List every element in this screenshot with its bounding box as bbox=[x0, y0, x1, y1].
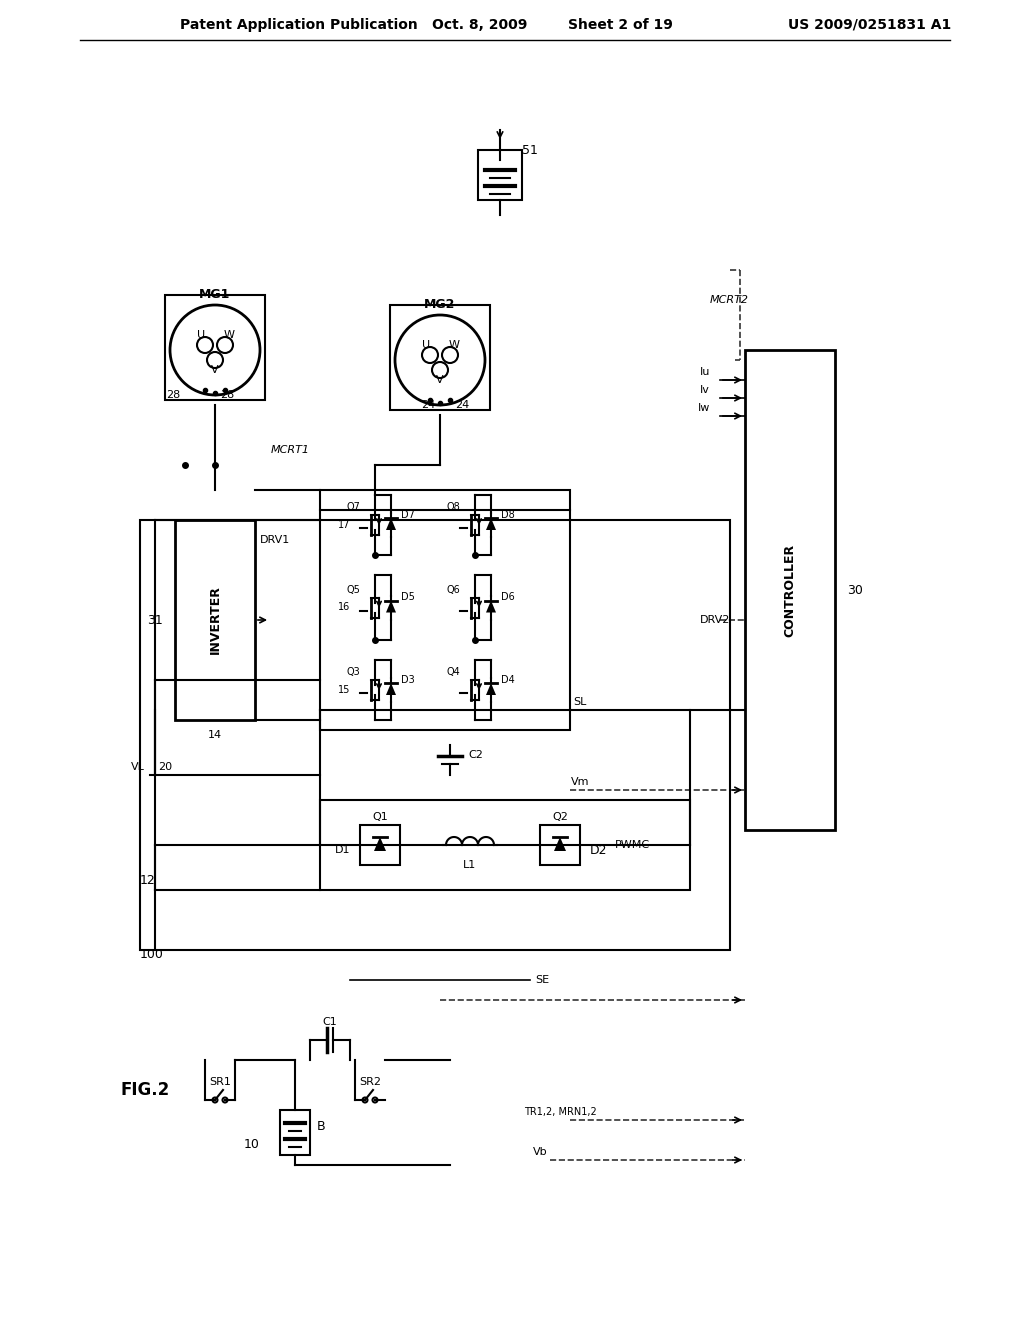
Text: DRV2: DRV2 bbox=[699, 615, 730, 624]
Text: D6: D6 bbox=[501, 593, 515, 602]
Text: SL: SL bbox=[573, 697, 587, 708]
Text: W: W bbox=[223, 330, 234, 341]
Text: V: V bbox=[211, 366, 219, 375]
Text: SR2: SR2 bbox=[359, 1077, 381, 1086]
Text: 10: 10 bbox=[244, 1138, 260, 1151]
Text: 31: 31 bbox=[147, 614, 163, 627]
Text: Q6: Q6 bbox=[446, 585, 460, 594]
Text: MG1: MG1 bbox=[200, 289, 230, 301]
Bar bbox=[540, 825, 580, 865]
Text: U: U bbox=[197, 330, 205, 341]
Text: Vb: Vb bbox=[532, 1147, 547, 1158]
Text: INVERTER: INVERTER bbox=[209, 586, 221, 655]
Text: 30: 30 bbox=[847, 583, 863, 597]
Text: 17: 17 bbox=[338, 520, 350, 531]
Text: Q7: Q7 bbox=[346, 502, 360, 512]
Text: US 2009/0251831 A1: US 2009/0251831 A1 bbox=[788, 18, 951, 32]
Text: Iv: Iv bbox=[700, 385, 710, 395]
Polygon shape bbox=[374, 837, 386, 851]
Polygon shape bbox=[386, 517, 396, 531]
Text: DRV1: DRV1 bbox=[260, 535, 290, 545]
Text: Oct. 8, 2009: Oct. 8, 2009 bbox=[432, 18, 527, 32]
Text: 16: 16 bbox=[338, 602, 350, 612]
Bar bbox=[319, 800, 690, 890]
Text: 12: 12 bbox=[139, 874, 155, 887]
Bar bbox=[360, 825, 400, 865]
Text: D3: D3 bbox=[401, 675, 415, 685]
Text: Q3: Q3 bbox=[346, 667, 360, 677]
Bar bbox=[478, 150, 522, 201]
Text: L1: L1 bbox=[464, 861, 476, 870]
Polygon shape bbox=[486, 682, 496, 696]
Text: 24: 24 bbox=[421, 400, 435, 411]
Polygon shape bbox=[486, 601, 496, 612]
Polygon shape bbox=[386, 682, 396, 696]
Text: VL: VL bbox=[131, 762, 145, 772]
Text: SR1: SR1 bbox=[209, 1077, 231, 1086]
Text: Vm: Vm bbox=[570, 777, 589, 787]
Text: MG2: MG2 bbox=[424, 298, 456, 312]
Text: MCRT2: MCRT2 bbox=[710, 294, 749, 305]
Text: B: B bbox=[317, 1121, 326, 1134]
Text: PWMC: PWMC bbox=[614, 840, 650, 850]
Text: Patent Application Publication: Patent Application Publication bbox=[180, 18, 418, 32]
Text: D2: D2 bbox=[590, 843, 607, 857]
Text: C2: C2 bbox=[468, 750, 483, 760]
Text: W: W bbox=[449, 341, 460, 350]
Text: 24: 24 bbox=[455, 400, 469, 411]
Text: D1: D1 bbox=[335, 845, 350, 855]
Text: U: U bbox=[422, 341, 430, 350]
Text: C1: C1 bbox=[323, 1016, 337, 1027]
Text: Q1: Q1 bbox=[372, 812, 388, 822]
Polygon shape bbox=[554, 837, 566, 851]
Bar bbox=[165, 294, 265, 400]
Text: CONTROLLER: CONTROLLER bbox=[783, 544, 797, 636]
Text: SE: SE bbox=[535, 975, 549, 985]
Text: Sheet 2 of 19: Sheet 2 of 19 bbox=[567, 18, 673, 32]
Bar bbox=[319, 490, 570, 730]
Text: FIG.2: FIG.2 bbox=[120, 1081, 169, 1100]
Text: Q4: Q4 bbox=[446, 667, 460, 677]
Text: 28: 28 bbox=[220, 389, 234, 400]
Polygon shape bbox=[486, 517, 496, 531]
Text: 51: 51 bbox=[522, 144, 538, 157]
Text: 28: 28 bbox=[166, 389, 180, 400]
Bar bbox=[745, 350, 835, 830]
Text: MCRT1: MCRT1 bbox=[271, 445, 310, 455]
Polygon shape bbox=[386, 601, 396, 612]
Text: Iw: Iw bbox=[697, 403, 710, 413]
Text: Iu: Iu bbox=[699, 367, 710, 378]
Bar bbox=[175, 520, 255, 719]
Text: Q2: Q2 bbox=[552, 812, 568, 822]
Bar bbox=[390, 305, 490, 411]
Text: 14: 14 bbox=[208, 730, 222, 741]
Text: V: V bbox=[436, 375, 443, 385]
Text: Q5: Q5 bbox=[346, 585, 360, 594]
Text: D5: D5 bbox=[401, 593, 415, 602]
Text: 100: 100 bbox=[140, 949, 164, 961]
Bar bbox=[280, 1110, 310, 1155]
Text: 20: 20 bbox=[158, 762, 172, 772]
Text: Q8: Q8 bbox=[446, 502, 460, 512]
Text: TR1,2, MRN1,2: TR1,2, MRN1,2 bbox=[523, 1107, 596, 1117]
Text: D8: D8 bbox=[501, 510, 515, 520]
Text: D4: D4 bbox=[501, 675, 515, 685]
Bar bbox=[140, 520, 730, 950]
Text: 15: 15 bbox=[338, 685, 350, 696]
Text: D7: D7 bbox=[401, 510, 415, 520]
